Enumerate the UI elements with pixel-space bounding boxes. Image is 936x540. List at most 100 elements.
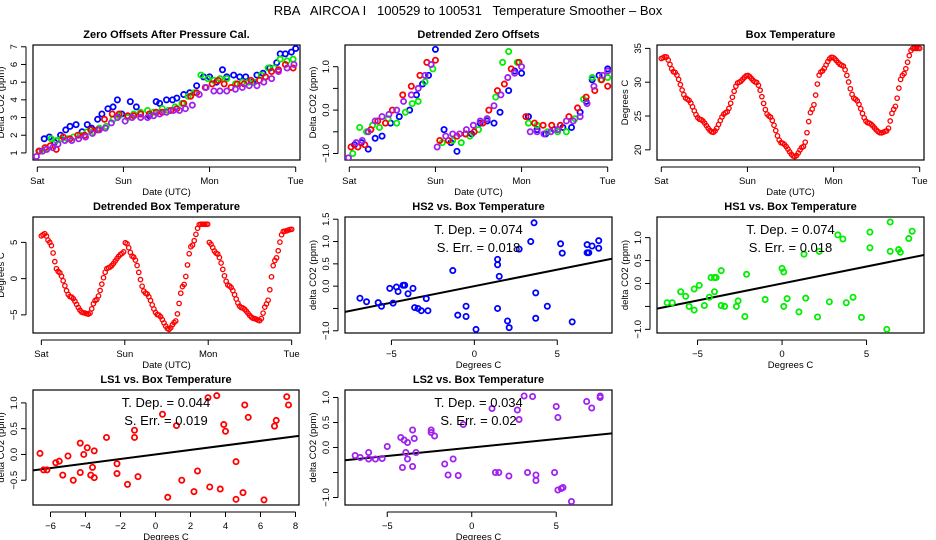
data-point: [132, 103, 140, 111]
x-tick-label: −4: [80, 521, 91, 532]
data-point: [490, 119, 498, 127]
data-point: [530, 119, 538, 127]
data-point: [134, 473, 142, 481]
y-tick-label: 0: [9, 276, 20, 281]
data-point: [400, 97, 408, 105]
data-point: [125, 244, 132, 251]
data-point: [497, 91, 505, 99]
series-HS2: [356, 219, 603, 333]
y-axis-label: Degrees C: [0, 252, 7, 298]
data-point: [193, 82, 201, 90]
data-point: [532, 471, 540, 479]
data-point: [288, 226, 295, 233]
plot-area: [33, 45, 300, 160]
x-tick-label: Mon: [824, 176, 842, 187]
data-point: [242, 73, 250, 81]
data-point: [783, 295, 791, 303]
data-point: [417, 307, 425, 315]
x-axis-label: Degrees C: [456, 360, 502, 371]
plot-frame: [344, 44, 613, 161]
data-point: [193, 467, 201, 475]
data-point: [771, 122, 777, 129]
data-point: [55, 457, 63, 465]
annotation-t-dep: T. Dep. = 0.044: [122, 395, 211, 410]
annotation-s-err: S. Err. = 0.018: [437, 240, 520, 255]
y-tick-label: 1.5: [321, 213, 332, 226]
regression-line: [657, 254, 924, 310]
data-point: [72, 121, 80, 129]
data-point: [567, 497, 575, 505]
data-point: [901, 70, 907, 77]
data-point: [410, 434, 418, 442]
data-point: [260, 78, 268, 86]
data-point: [68, 137, 76, 145]
data-point: [685, 302, 693, 310]
data-point: [216, 485, 224, 493]
data-point: [493, 87, 501, 95]
y-tick-label: −1.0: [321, 144, 332, 163]
data-point: [270, 262, 277, 269]
data-point: [866, 228, 874, 236]
data-point: [814, 81, 821, 87]
plot-area: [345, 392, 612, 505]
data-point: [668, 299, 676, 307]
data-point: [847, 85, 854, 92]
data-point: [504, 74, 512, 82]
data-point: [595, 237, 603, 245]
data-point: [272, 416, 280, 424]
data-point: [109, 103, 117, 111]
data-point: [557, 240, 565, 248]
data-point: [494, 304, 502, 312]
data-point: [221, 272, 228, 279]
series-HS1: [349, 48, 612, 157]
data-point: [896, 85, 902, 91]
y-tick-label: 0.0: [633, 277, 644, 290]
data-point: [906, 52, 913, 59]
data-point: [407, 91, 415, 99]
data-point: [762, 106, 769, 113]
data-point: [371, 117, 379, 125]
data-point: [88, 129, 96, 137]
data-point: [371, 455, 379, 463]
x-tick-label: 0: [779, 349, 784, 360]
data-point: [283, 393, 291, 401]
data-point: [424, 307, 432, 315]
data-point: [844, 72, 850, 79]
chart-box-temperature: Box Temperature Sat Sun Mon Tue Date (UTC) 20 2…: [620, 29, 928, 198]
data-point: [562, 117, 570, 125]
data-point: [507, 65, 515, 73]
data-point: [440, 126, 448, 134]
data-point: [472, 325, 480, 333]
x-axis-label: Degrees C: [768, 360, 814, 371]
data-point: [588, 242, 596, 250]
data-point: [74, 131, 82, 139]
plot-area: [657, 218, 924, 333]
data-point: [398, 463, 406, 471]
data-point: [469, 121, 477, 129]
data-point: [182, 273, 189, 280]
y-tick-label: 7: [9, 44, 20, 49]
data-point: [94, 115, 102, 123]
y-tick-label: 0.5: [9, 422, 20, 435]
data-point: [886, 247, 894, 255]
x-tick-label: −5: [692, 349, 703, 360]
data-point: [401, 108, 409, 116]
data-point: [187, 92, 195, 100]
data-point: [427, 61, 435, 69]
data-point: [188, 101, 196, 109]
data-point: [562, 128, 570, 136]
data-point: [849, 293, 857, 301]
data-point: [130, 433, 138, 441]
data-point: [82, 133, 90, 141]
data-point: [158, 410, 166, 418]
data-point: [892, 103, 899, 110]
data-point: [547, 128, 555, 136]
data-point: [717, 267, 725, 275]
data-point: [393, 106, 401, 114]
data-point: [886, 218, 894, 226]
y-tick-label: 0.5: [633, 254, 644, 267]
data-point: [811, 101, 817, 108]
data-point: [121, 117, 129, 125]
plot-area: [33, 392, 299, 504]
x-tick-label: 0: [153, 521, 158, 532]
